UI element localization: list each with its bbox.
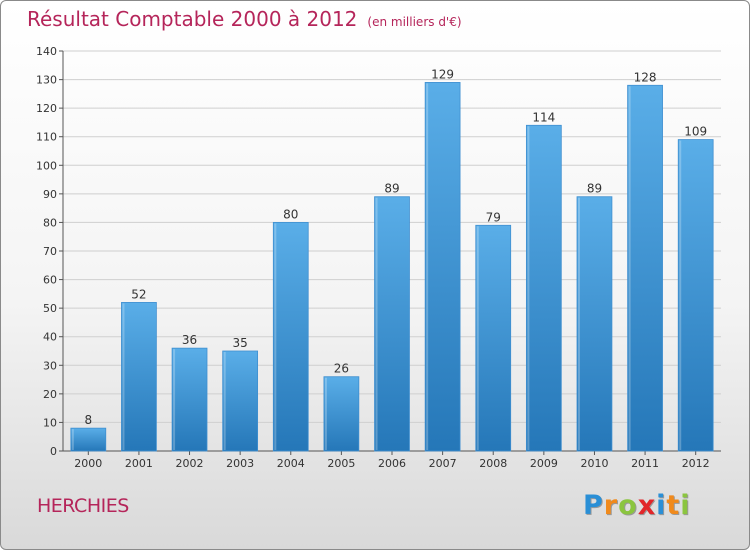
bar-2005 [323,376,360,452]
logo-letter: o [618,490,638,521]
bar-2010 [576,196,613,452]
data-label: 36 [182,333,197,347]
commune-name: HERCHIES [37,495,129,517]
x-tick-label: 2008 [479,457,507,470]
data-label: 128 [634,70,657,84]
bar-highlight [274,223,277,450]
y-tick-label: 120 [36,102,57,115]
bar-2004 [272,222,309,452]
y-tick-label: 80 [43,216,57,229]
bar-highlight [628,86,631,451]
bar-2009 [525,124,562,452]
x-tick-label: 2001 [125,457,153,470]
bars [70,82,714,452]
bar-2007 [424,82,461,452]
data-label: 129 [431,67,454,81]
bar-2008 [475,224,512,452]
x-tick-label: 2005 [327,457,355,470]
logo-letter: i [656,490,667,521]
bar-highlight [71,429,74,450]
y-tick-label: 110 [36,131,57,144]
bar-highlight [375,197,378,450]
data-label: 89 [587,182,602,196]
bar-highlight [679,140,682,451]
x-tick-label: 2000 [74,457,102,470]
data-label: 35 [233,336,248,350]
y-tick-label: 10 [43,416,57,429]
data-label: 109 [684,125,707,139]
bar-highlight [577,197,580,450]
y-tick-label: 130 [36,74,57,87]
y-tick-label: 100 [36,159,57,172]
y-tick-label: 70 [43,245,57,258]
bar-2000 [70,427,107,452]
data-label: 26 [334,362,349,376]
bar-2003 [222,350,259,452]
logo-letter: t [666,490,681,521]
logo-letter: P [583,490,604,521]
labels: 8 2000 52 2001 36 2002 35 2003 80 2004 26 2005 89 200… [74,67,709,470]
x-tick-label: 2006 [378,457,406,470]
bar-highlight [223,352,226,450]
x-tick-label: 2007 [429,457,457,470]
y-tick-label: 60 [43,274,57,287]
logo-letter: x [637,490,657,521]
bar-highlight [476,226,479,450]
x-tick-label: 2009 [530,457,558,470]
bar-2012 [677,139,714,452]
bar-highlight [527,126,530,451]
bar-2001 [121,302,157,452]
data-label: 89 [384,182,399,196]
y-tick-label: 40 [43,331,57,344]
data-label: 114 [532,110,555,124]
logo-letter: r [603,490,619,521]
data-label: 8 [84,413,92,427]
title-row: Résultat Comptable 2000 à 2012 (en millie… [27,7,462,31]
y-tick-label: 140 [36,45,57,58]
bar-highlight [426,83,429,450]
chart-subtitle: (en milliers d'€) [367,15,462,29]
data-label: 52 [131,287,146,301]
data-label: 79 [486,210,501,224]
x-tick-label: 2002 [176,457,204,470]
bar-2006 [374,196,410,452]
x-tick-label: 2003 [226,457,254,470]
bar-2002 [171,347,208,452]
x-tick-label: 2011 [631,457,659,470]
bar-highlight [173,349,176,450]
y-tick-label: 20 [43,388,57,401]
y-tick-label: 30 [43,359,57,372]
bar-2011 [627,84,663,452]
logo-letter: i [680,490,691,521]
data-label: 80 [283,207,298,221]
proxiti-logo: Proxiti [583,490,691,521]
y-tick-label: 50 [43,302,57,315]
x-tick-label: 2010 [580,457,608,470]
bar-highlight [122,303,125,450]
y-tick-label: 0 [50,445,57,458]
x-tick-label: 2004 [277,457,305,470]
y-tick-label: 90 [43,188,57,201]
chart-title: Résultat Comptable 2000 à 2012 [27,7,358,31]
x-tick-label: 2012 [682,457,710,470]
bar-highlight [324,377,327,450]
